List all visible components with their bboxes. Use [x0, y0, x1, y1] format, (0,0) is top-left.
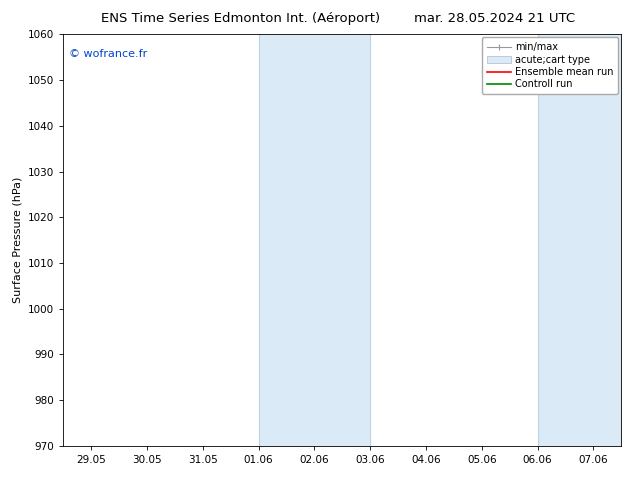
Text: © wofrance.fr: © wofrance.fr	[69, 49, 147, 59]
Text: ENS Time Series Edmonton Int. (Aéroport): ENS Time Series Edmonton Int. (Aéroport)	[101, 12, 380, 25]
Bar	[538, 34, 621, 446]
Y-axis label: Surface Pressure (hPa): Surface Pressure (hPa)	[13, 177, 23, 303]
Bar	[259, 34, 370, 446]
Text: mar. 28.05.2024 21 UTC: mar. 28.05.2024 21 UTC	[414, 12, 575, 25]
Legend: min/max, acute;cart type, Ensemble mean run, Controll run: min/max, acute;cart type, Ensemble mean …	[482, 37, 618, 94]
